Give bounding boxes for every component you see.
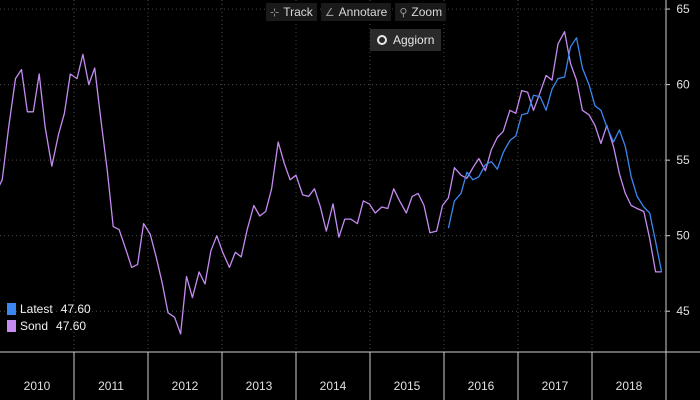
x-tick-label-2016: 2016	[468, 379, 495, 393]
y-tick-label-60: 60	[676, 78, 690, 92]
refresh-icon	[377, 35, 387, 45]
crosshair-icon: ⊹	[270, 6, 280, 19]
legend-value-latest: 47.60	[60, 301, 91, 316]
legend-item-sond: Sond 47.60	[7, 317, 91, 334]
x-tick-label-2012: 2012	[172, 379, 199, 393]
track-button[interactable]: ⊹ Track	[266, 3, 317, 21]
annotate-label: Annotare	[338, 5, 388, 19]
annotate-button[interactable]: ∠ Annotare	[320, 3, 392, 21]
pencil-icon: ∠	[324, 6, 335, 19]
track-label: Track	[283, 5, 313, 19]
y-tick-label-45: 45	[676, 304, 690, 318]
legend-name-latest: Latest	[20, 301, 53, 316]
magnifier-icon: ⚲	[399, 6, 408, 19]
refresh-button[interactable]: Aggiorn	[370, 29, 442, 51]
y-tick-label-65: 65	[676, 2, 690, 16]
x-tick-label-2017: 2017	[542, 379, 569, 393]
x-tick-label-2013: 2013	[246, 379, 273, 393]
zoom-button[interactable]: ⚲ Zoom	[395, 3, 447, 21]
x-tick-label-2014: 2014	[320, 379, 347, 393]
series-line-latest	[447, 37, 663, 273]
x-tick-label-2011: 2011	[98, 379, 124, 393]
refresh-label: Aggiorn	[393, 33, 435, 47]
legend-value-sond: 47.60	[56, 318, 87, 333]
x-tick-label-2018: 2018	[616, 379, 643, 393]
legend-item-latest: Latest 47.60	[7, 300, 91, 317]
series-line-sond	[0, 31, 662, 335]
gridlines	[0, 0, 666, 352]
chart-toolbar: ⊹ Track ∠ Annotare ⚲ Zoom	[266, 3, 447, 21]
y-tick-label-50: 50	[676, 229, 690, 243]
legend-swatch-sond	[7, 319, 16, 332]
legend-name-sond: Sond	[20, 318, 49, 333]
y-tick-label-55: 55	[676, 153, 690, 167]
x-tick-label-2015: 2015	[394, 379, 421, 393]
zoom-label: Zoom	[411, 5, 443, 19]
x-tick-label-2010: 2010	[24, 379, 51, 393]
series-layer	[0, 31, 663, 335]
legend-swatch-latest	[7, 302, 16, 315]
chart-legend: Latest 47.60 Sond 47.60	[7, 300, 91, 334]
